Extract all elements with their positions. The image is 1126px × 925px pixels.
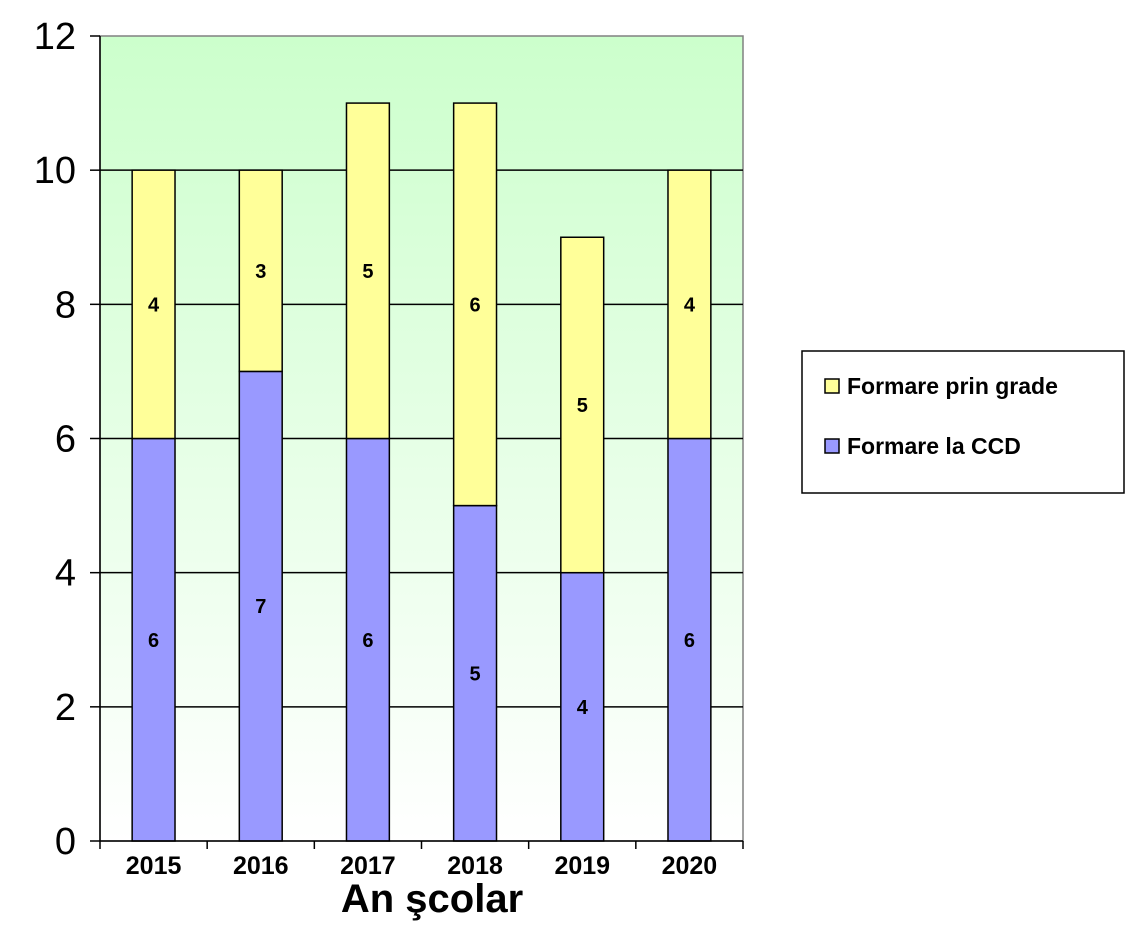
bar-segment bbox=[560, 236, 605, 574]
bar-value-label: 5 bbox=[577, 395, 588, 417]
bar-segment bbox=[560, 571, 605, 842]
y-tick-label: 6 bbox=[55, 419, 76, 461]
bar-value-label: 4 bbox=[684, 294, 696, 316]
data-labels: 6 4 7 3 6 5 5 6 4 5 6 4 bbox=[148, 261, 696, 719]
x-tick-label: 2020 bbox=[662, 852, 718, 880]
legend-swatch bbox=[824, 378, 840, 394]
legend-box bbox=[801, 350, 1125, 494]
y-tick-label: 12 bbox=[34, 16, 76, 58]
bar-value-label: 6 bbox=[684, 630, 695, 652]
x-tick-label: 2019 bbox=[554, 852, 610, 880]
x-tick-label: 2015 bbox=[126, 852, 182, 880]
legend: Formare prin grade Formare la CCD bbox=[801, 350, 1125, 494]
gridlines bbox=[100, 169, 743, 708]
bar-segment bbox=[452, 102, 498, 507]
y-tick-label: 8 bbox=[55, 284, 76, 326]
x-tick-label: 2017 bbox=[340, 852, 396, 880]
bar-segment bbox=[667, 437, 712, 842]
y-tick-label: 2 bbox=[55, 687, 76, 729]
bar-value-label: 4 bbox=[148, 294, 160, 316]
bar-value-label: 7 bbox=[255, 596, 266, 618]
bar-value-label: 4 bbox=[577, 697, 589, 719]
bar-value-label: 3 bbox=[255, 261, 266, 283]
bar-value-label: 6 bbox=[470, 294, 481, 316]
x-axis: 2015 2016 2017 2018 2019 2020 bbox=[99, 840, 744, 880]
x-tick-label: 2016 bbox=[233, 852, 289, 880]
bar-value-label: 6 bbox=[362, 630, 373, 652]
bar-segment bbox=[452, 504, 498, 842]
y-tick-label: 0 bbox=[55, 821, 76, 863]
legend-label: Formare la CCD bbox=[847, 433, 1021, 459]
x-tick-label: 2018 bbox=[447, 852, 503, 880]
bar-value-label: 6 bbox=[148, 630, 159, 652]
bar-segment bbox=[345, 102, 391, 440]
bar-value-label: 5 bbox=[362, 261, 373, 283]
bar-segment bbox=[131, 169, 176, 440]
legend-label: Formare prin grade bbox=[847, 373, 1058, 399]
y-axis: 0 2 4 6 8 10 12 bbox=[34, 16, 101, 863]
bar-segment bbox=[238, 169, 283, 373]
bar-segment bbox=[667, 169, 712, 440]
y-tick-label: 4 bbox=[55, 553, 76, 595]
legend-swatch bbox=[824, 438, 840, 454]
bars bbox=[131, 102, 712, 842]
bar-value-label: 5 bbox=[470, 663, 481, 685]
x-axis-title: An şcolar bbox=[341, 877, 523, 921]
y-tick-label: 10 bbox=[34, 150, 76, 192]
